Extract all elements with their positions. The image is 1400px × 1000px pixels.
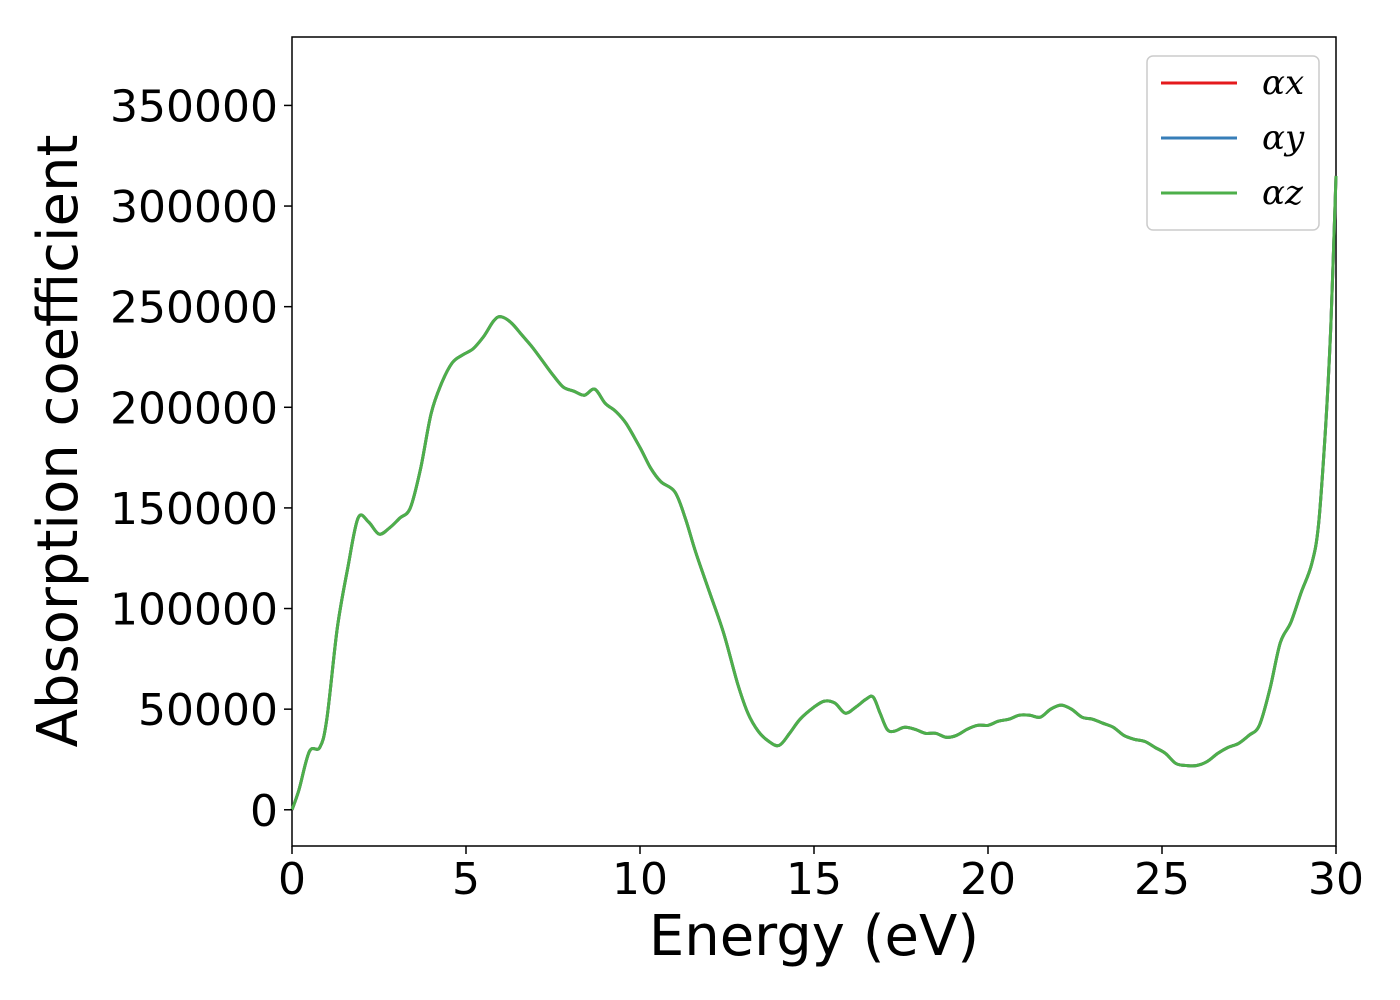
- legend-label-1: αx: [1262, 63, 1304, 103]
- x-tick-label: 10: [612, 854, 668, 905]
- legend-label-3: αz: [1262, 173, 1304, 213]
- x-axis-title: Energy (eV): [649, 904, 979, 969]
- y-tick-label: 350000: [110, 81, 278, 132]
- y-axis-title: Absorption coefficient: [26, 135, 91, 748]
- series-line-3: [290, 175, 1338, 811]
- y-tick-label: 0: [250, 786, 278, 837]
- x-tick-label: 15: [786, 854, 842, 905]
- x-tick-label: 25: [1134, 854, 1190, 905]
- legend: αx αy αz: [1146, 55, 1320, 231]
- x-tick-label: 30: [1308, 854, 1364, 905]
- legend-items: αx αy αz: [1161, 63, 1305, 213]
- x-tick-label: 0: [278, 854, 306, 905]
- y-tick-label: 100000: [110, 585, 278, 636]
- x-tick-label: 5: [452, 854, 480, 905]
- legend-label-2: αy: [1262, 118, 1305, 158]
- series-curves: [290, 175, 1338, 811]
- y-axis: 0 50000 100000 150000 200000 250000 300000 3500…: [110, 81, 292, 837]
- y-tick-label: 150000: [110, 484, 278, 535]
- x-tick-label: 20: [960, 854, 1016, 905]
- x-axis: 0 5 10 15 20 25 30: [278, 846, 1364, 905]
- legend-box: [1146, 55, 1320, 231]
- y-tick-label: 250000: [110, 283, 278, 334]
- y-tick-label: 200000: [110, 383, 278, 434]
- y-tick-label: 300000: [110, 182, 278, 233]
- y-tick-label: 50000: [138, 685, 278, 736]
